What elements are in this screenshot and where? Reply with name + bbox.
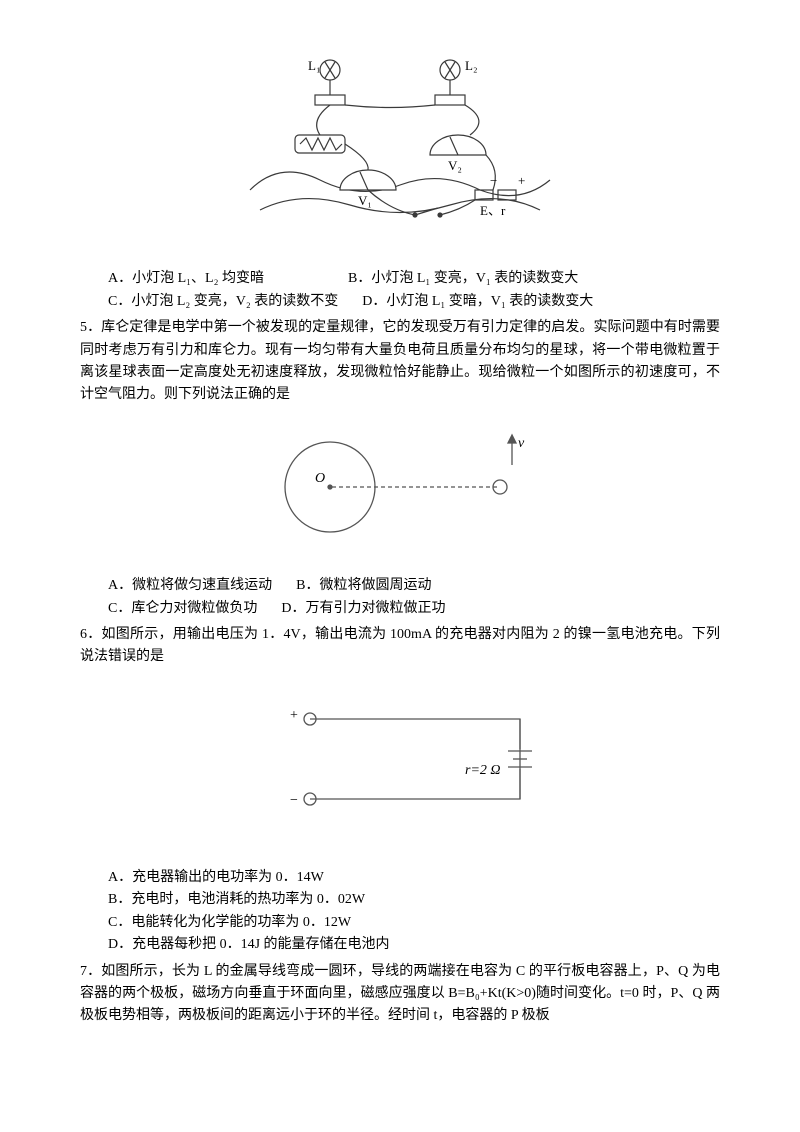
q4-options: A．小灯泡 L₁、L₂ 均变暗 B．小灯泡 L₁ 变亮，V₁ 表的读数变大 C．… [80, 268, 720, 313]
label-V2: V₂ [448, 158, 462, 173]
q4-option-A: A．小灯泡 L₁、L₂ 均变暗 [108, 268, 264, 290]
label-O: O [315, 471, 325, 486]
label-L2: L₂ [465, 58, 477, 73]
q5-options: A．微粒将做匀速直线运动 B．微粒将做圆周运动 C．库仑力对微粒做负功 D．万有… [80, 575, 720, 620]
page: L₁ L₂ V₁ V₂ E、r − + A．小灯泡 L₁、L₂ 均变暗 B．小灯… [0, 0, 800, 1068]
q5: 5．库仑定律是电学中第一个被发现的定量规律，它的发现受万有引力定律的启发。实际问… [80, 317, 720, 407]
plus-terminal: + [290, 708, 298, 723]
q5-option-C: C．库仑力对微粒做负功 [108, 598, 257, 620]
minus-sign: − [490, 173, 497, 188]
q6-option-B: B．充电时，电池消耗的热功率为 0．02W [108, 892, 365, 907]
q5-option-A: A．微粒将做匀速直线运动 [108, 575, 272, 597]
q7: 7．如图所示，长为 L 的金属导线弯成一圆环，导线的两端接在电容为 C 的平行板… [80, 961, 720, 1028]
q5-option-D: D．万有引力对微粒做正功 [281, 598, 445, 620]
q6: 6．如图所示，用输出电压为 1．4V，输出电流为 100mA 的充电器对内阻为 … [80, 624, 720, 669]
q6-figure: + − r=2 Ω [80, 679, 720, 847]
circuit-diagram: L₁ L₂ V₁ V₂ E、r − + [240, 40, 560, 240]
charger-circuit-diagram: + − r=2 Ω [240, 679, 560, 839]
sphere-diagram: O v [250, 417, 550, 547]
q6-option-C: C．电能转化为化学能的功率为 0．12W [108, 915, 351, 930]
label-V1: V₁ [358, 193, 372, 208]
label-L1: L₁ [308, 58, 320, 73]
q7-text: 7．如图所示，长为 L 的金属导线弯成一圆环，导线的两端接在电容为 C 的平行板… [80, 961, 720, 1028]
q6-option-D: D．充电器每秒把 0．14J 的能量存储在电池内 [108, 937, 390, 952]
q4-option-C: C．小灯泡 L₂ 变亮，V₂ 表的读数不变 [108, 291, 338, 313]
q6-options: A．充电器输出的电功率为 0．14W B．充电时，电池消耗的热功率为 0．02W… [80, 867, 720, 957]
q4-figure: L₁ L₂ V₁ V₂ E、r − + [80, 40, 720, 248]
label-r: r=2 Ω [465, 763, 501, 778]
q6-option-A: A．充电器输出的电功率为 0．14W [108, 870, 324, 885]
q5-figure: O v [80, 417, 720, 555]
q4-option-D: D．小灯泡 L₁ 变暗，V₁ 表的读数变大 [362, 291, 593, 313]
plus-sign: + [518, 173, 525, 188]
q5-text: 5．库仑定律是电学中第一个被发现的定量规律，它的发现受万有引力定律的启发。实际问… [80, 317, 720, 407]
q5-option-B: B．微粒将做圆周运动 [296, 575, 431, 597]
q4-option-B: B．小灯泡 L₁ 变亮，V₁ 表的读数变大 [348, 268, 578, 290]
minus-terminal: − [290, 793, 298, 808]
label-v: v [518, 436, 525, 451]
label-E: E、r [480, 203, 506, 218]
q6-text: 6．如图所示，用输出电压为 1．4V，输出电流为 100mA 的充电器对内阻为 … [80, 624, 720, 669]
